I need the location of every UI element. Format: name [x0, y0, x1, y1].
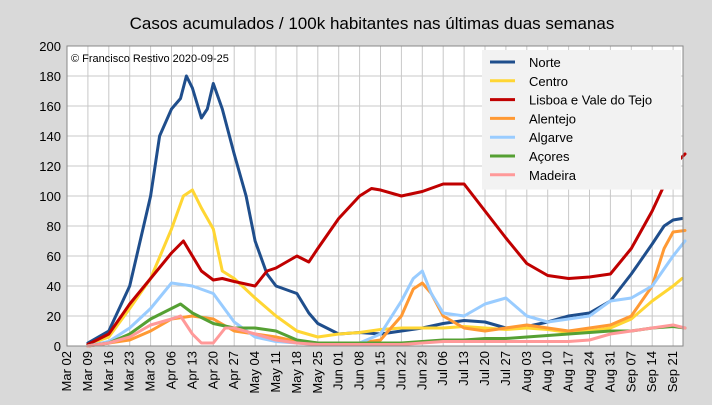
x-tick-label: Aug 17 — [561, 351, 576, 392]
x-tick-label: Apr 27 — [226, 351, 241, 389]
x-tick-label: Jul 13 — [456, 351, 471, 386]
x-tick-label: Jun 08 — [352, 351, 367, 390]
x-tick-label: Sep 07 — [623, 351, 638, 392]
plot-border — [66, 45, 684, 347]
x-tick-label: Jun 01 — [331, 351, 346, 390]
x-tick-label: Jun 29 — [414, 351, 429, 390]
legend-label: Centro — [529, 74, 568, 89]
axes: 0 20 40 60 80 100 120 140 160 180 200 Mar 02 Mar 09 M… — [39, 39, 684, 394]
x-tick-label: Mar 02 — [59, 351, 74, 391]
x-tick-label: Aug 31 — [602, 351, 617, 392]
x-tick-label: May 18 — [289, 351, 304, 394]
x-tick-label: Jun 22 — [393, 351, 408, 390]
legend-label: Norte — [529, 55, 561, 70]
x-tick-label: Apr 13 — [184, 351, 199, 389]
legend-label: Alentejo — [529, 111, 576, 126]
y-tick-label: 140 — [39, 129, 61, 144]
x-tick-label: Jul 27 — [498, 351, 513, 386]
x-tick-label: Mar 23 — [122, 351, 137, 391]
x-tick-label: Mar 09 — [80, 351, 95, 391]
y-tick-label: 120 — [39, 159, 61, 174]
series-lines — [86, 74, 687, 348]
y-tick-label: 0 — [54, 339, 61, 354]
y-tick-label: 100 — [39, 189, 61, 204]
x-tick-label: Aug 10 — [540, 351, 555, 392]
series-line-4 — [86, 239, 687, 348]
series-line-6 — [86, 314, 687, 348]
x-tick-label: Jul 06 — [435, 351, 450, 386]
x-tick-label: May 25 — [310, 351, 325, 394]
copyright-note: © Francisco Restivo 2020-09-25 — [71, 53, 229, 65]
x-tick-label: Sep 14 — [644, 351, 659, 392]
y-tick-label: 60 — [47, 249, 61, 264]
legend-label: Lisboa e Vale do Tejo — [529, 93, 652, 108]
series-line-2 — [86, 152, 687, 346]
x-tick-label: Jun 15 — [373, 351, 388, 390]
legend-label: Madeira — [529, 168, 577, 183]
legend-box — [482, 50, 681, 190]
legend-label: Açores — [529, 149, 570, 164]
x-tick-label: Aug 03 — [519, 351, 534, 392]
y-tick-label: 20 — [47, 309, 61, 324]
y-tick-label: 40 — [47, 279, 61, 294]
x-tick-label: May 11 — [268, 351, 283, 393]
chart-title: Casos acumulados / 100k habitantes nas ú… — [130, 14, 615, 33]
y-tick-label: 160 — [39, 99, 61, 114]
legend-label: Algarve — [529, 130, 573, 145]
x-tick-label: May 04 — [247, 351, 262, 394]
y-tick-label: 80 — [47, 219, 61, 234]
x-tick-label: Apr 06 — [164, 351, 179, 389]
x-tick-label: Mar 30 — [143, 351, 158, 391]
x-tick-label: Jul 20 — [477, 351, 492, 386]
x-tick-label: Aug 24 — [582, 351, 597, 392]
x-tick-label: Mar 16 — [101, 351, 116, 391]
y-tick-label: 200 — [39, 39, 61, 54]
x-tick-label: Sep 21 — [665, 351, 680, 392]
y-tick-label: 180 — [39, 69, 61, 84]
legend: Norte Centro Lisboa e Vale do Tejo Alentejo… — [482, 50, 681, 190]
series-line-0 — [86, 74, 684, 345]
x-tick-label: Apr 20 — [205, 351, 220, 389]
